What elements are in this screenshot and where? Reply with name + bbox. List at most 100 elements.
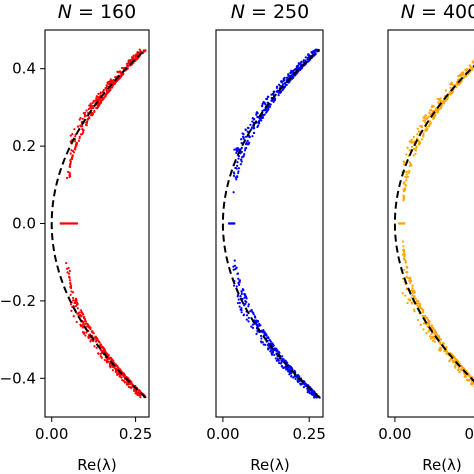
data-point <box>243 149 247 152</box>
data-point <box>113 366 116 370</box>
x-tick-label: 0.00 <box>206 425 239 443</box>
data-point <box>78 118 81 121</box>
data-point <box>105 88 108 91</box>
data-point <box>120 376 123 379</box>
data-point <box>89 105 92 108</box>
data-point <box>416 302 419 305</box>
data-point <box>83 320 87 323</box>
data-point <box>451 90 454 93</box>
data-point <box>112 82 115 85</box>
data-point <box>244 147 247 150</box>
data-point <box>279 84 282 88</box>
data-point <box>114 76 117 79</box>
data-point <box>68 173 72 176</box>
data-point <box>425 332 428 335</box>
data-point <box>414 149 418 152</box>
data-point <box>247 126 250 130</box>
data-point <box>437 101 440 104</box>
data-point <box>105 91 109 94</box>
data-point <box>92 106 95 110</box>
data-point <box>406 175 410 178</box>
data-point <box>235 151 238 154</box>
data-point <box>408 170 411 173</box>
data-point <box>267 337 270 340</box>
data-point <box>272 99 275 102</box>
data-point <box>417 130 421 133</box>
data-point <box>265 97 268 101</box>
data-point <box>261 104 264 107</box>
x-tick-label: 0.25 <box>119 425 152 443</box>
data-point <box>98 340 101 343</box>
data-point <box>247 316 250 319</box>
x-axis-label: Re(λ) <box>250 456 290 474</box>
data-point <box>424 314 427 317</box>
data-point <box>85 331 88 334</box>
data-point <box>269 350 272 353</box>
data-point <box>422 135 425 138</box>
data-point <box>410 289 414 292</box>
data-point <box>268 339 271 342</box>
data-point <box>68 164 72 167</box>
data-point <box>241 287 244 291</box>
data-point <box>296 380 299 383</box>
data-point <box>99 101 103 104</box>
data-point <box>245 318 248 321</box>
data-point <box>406 276 409 279</box>
data-point <box>107 90 110 93</box>
data-point <box>236 301 240 305</box>
data-point <box>90 112 93 115</box>
data-point <box>306 58 309 61</box>
data-point <box>85 120 89 123</box>
data-point <box>422 132 425 135</box>
data-point <box>415 299 418 302</box>
data-point <box>78 135 81 138</box>
data-point <box>450 81 453 84</box>
data-point <box>410 296 413 299</box>
data-point <box>69 286 72 289</box>
data-point <box>405 170 408 173</box>
data-point <box>247 143 250 146</box>
data-point <box>459 73 462 76</box>
data-point <box>240 146 243 149</box>
data-point <box>430 324 433 327</box>
data-point <box>265 334 268 337</box>
data-point <box>303 382 306 385</box>
data-point <box>71 296 75 300</box>
data-point <box>99 343 103 346</box>
data-point <box>257 120 260 124</box>
data-point <box>233 172 236 175</box>
data-point <box>253 117 256 121</box>
data-point <box>278 361 281 365</box>
data-point <box>103 358 106 362</box>
real-axis-point <box>67 222 70 225</box>
data-point <box>419 323 422 326</box>
data-point <box>76 312 79 315</box>
data-point <box>93 345 96 348</box>
data-point <box>403 254 406 257</box>
data-point <box>84 111 87 114</box>
real-axis-point <box>68 222 72 225</box>
data-point <box>251 323 254 326</box>
data-point <box>93 110 96 113</box>
real-axis-point <box>70 222 74 225</box>
data-point <box>404 294 407 297</box>
data-point <box>247 305 250 308</box>
data-point <box>424 114 427 117</box>
y-tick-label: −0.2 <box>0 292 36 310</box>
data-point <box>71 133 74 136</box>
data-point <box>127 64 130 67</box>
data-point <box>108 362 112 365</box>
data-point <box>105 84 108 87</box>
boundary-curve <box>393 64 474 383</box>
data-point <box>287 73 290 76</box>
data-point <box>117 372 121 376</box>
data-point <box>468 379 471 382</box>
data-point <box>288 80 291 84</box>
data-point <box>292 70 295 73</box>
data-point <box>74 305 77 308</box>
data-point <box>304 56 307 59</box>
data-point <box>406 301 409 305</box>
data-point <box>469 66 472 69</box>
panel-title: N = 160 <box>58 1 136 23</box>
data-point <box>81 117 84 120</box>
